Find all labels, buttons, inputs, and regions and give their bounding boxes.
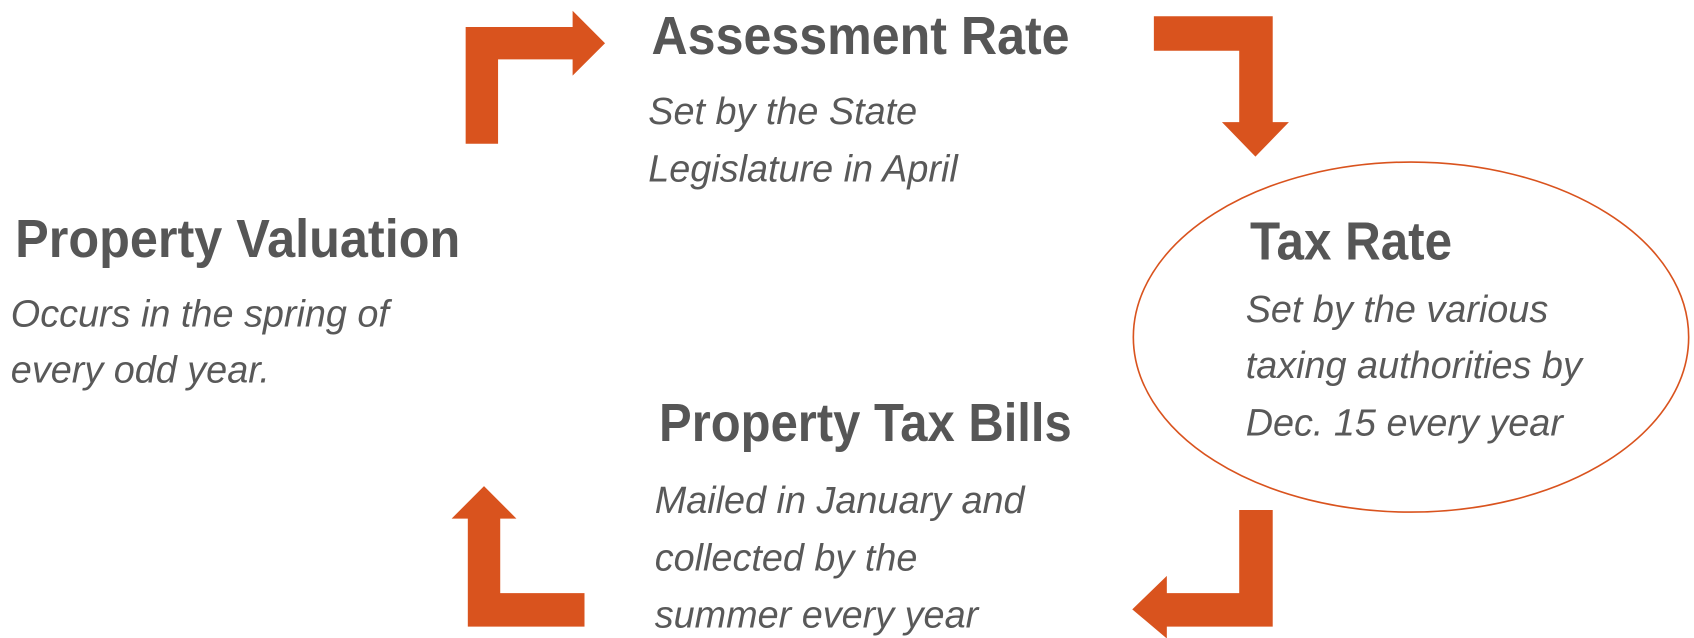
node-title: Property Valuation bbox=[15, 209, 460, 269]
arrow-up-right bbox=[465, 10, 606, 144]
node-description: Occurs in the spring of bbox=[11, 293, 393, 335]
arrow-down-left bbox=[1132, 509, 1273, 638]
node-description: Legislature in April bbox=[648, 149, 959, 191]
node-description: Set by the various bbox=[1246, 289, 1549, 331]
node-description: collected by the bbox=[655, 537, 918, 579]
node-description: Dec. 15 every year bbox=[1246, 402, 1565, 444]
arrow-left-up bbox=[451, 486, 585, 627]
node-description: every odd year. bbox=[11, 349, 270, 391]
node-description: taxing authorities by bbox=[1246, 345, 1584, 387]
node-description: Set by the State bbox=[648, 91, 917, 133]
arrow-right-down bbox=[1153, 16, 1289, 157]
node-description: summer every year bbox=[655, 595, 980, 637]
highlight-ellipse bbox=[1132, 161, 1690, 513]
node-description: Mailed in January and bbox=[655, 480, 1027, 522]
node-title: Assessment Rate bbox=[651, 6, 1069, 66]
node-title: Tax Rate bbox=[1250, 211, 1452, 271]
node-title: Property Tax Bills bbox=[659, 393, 1072, 453]
